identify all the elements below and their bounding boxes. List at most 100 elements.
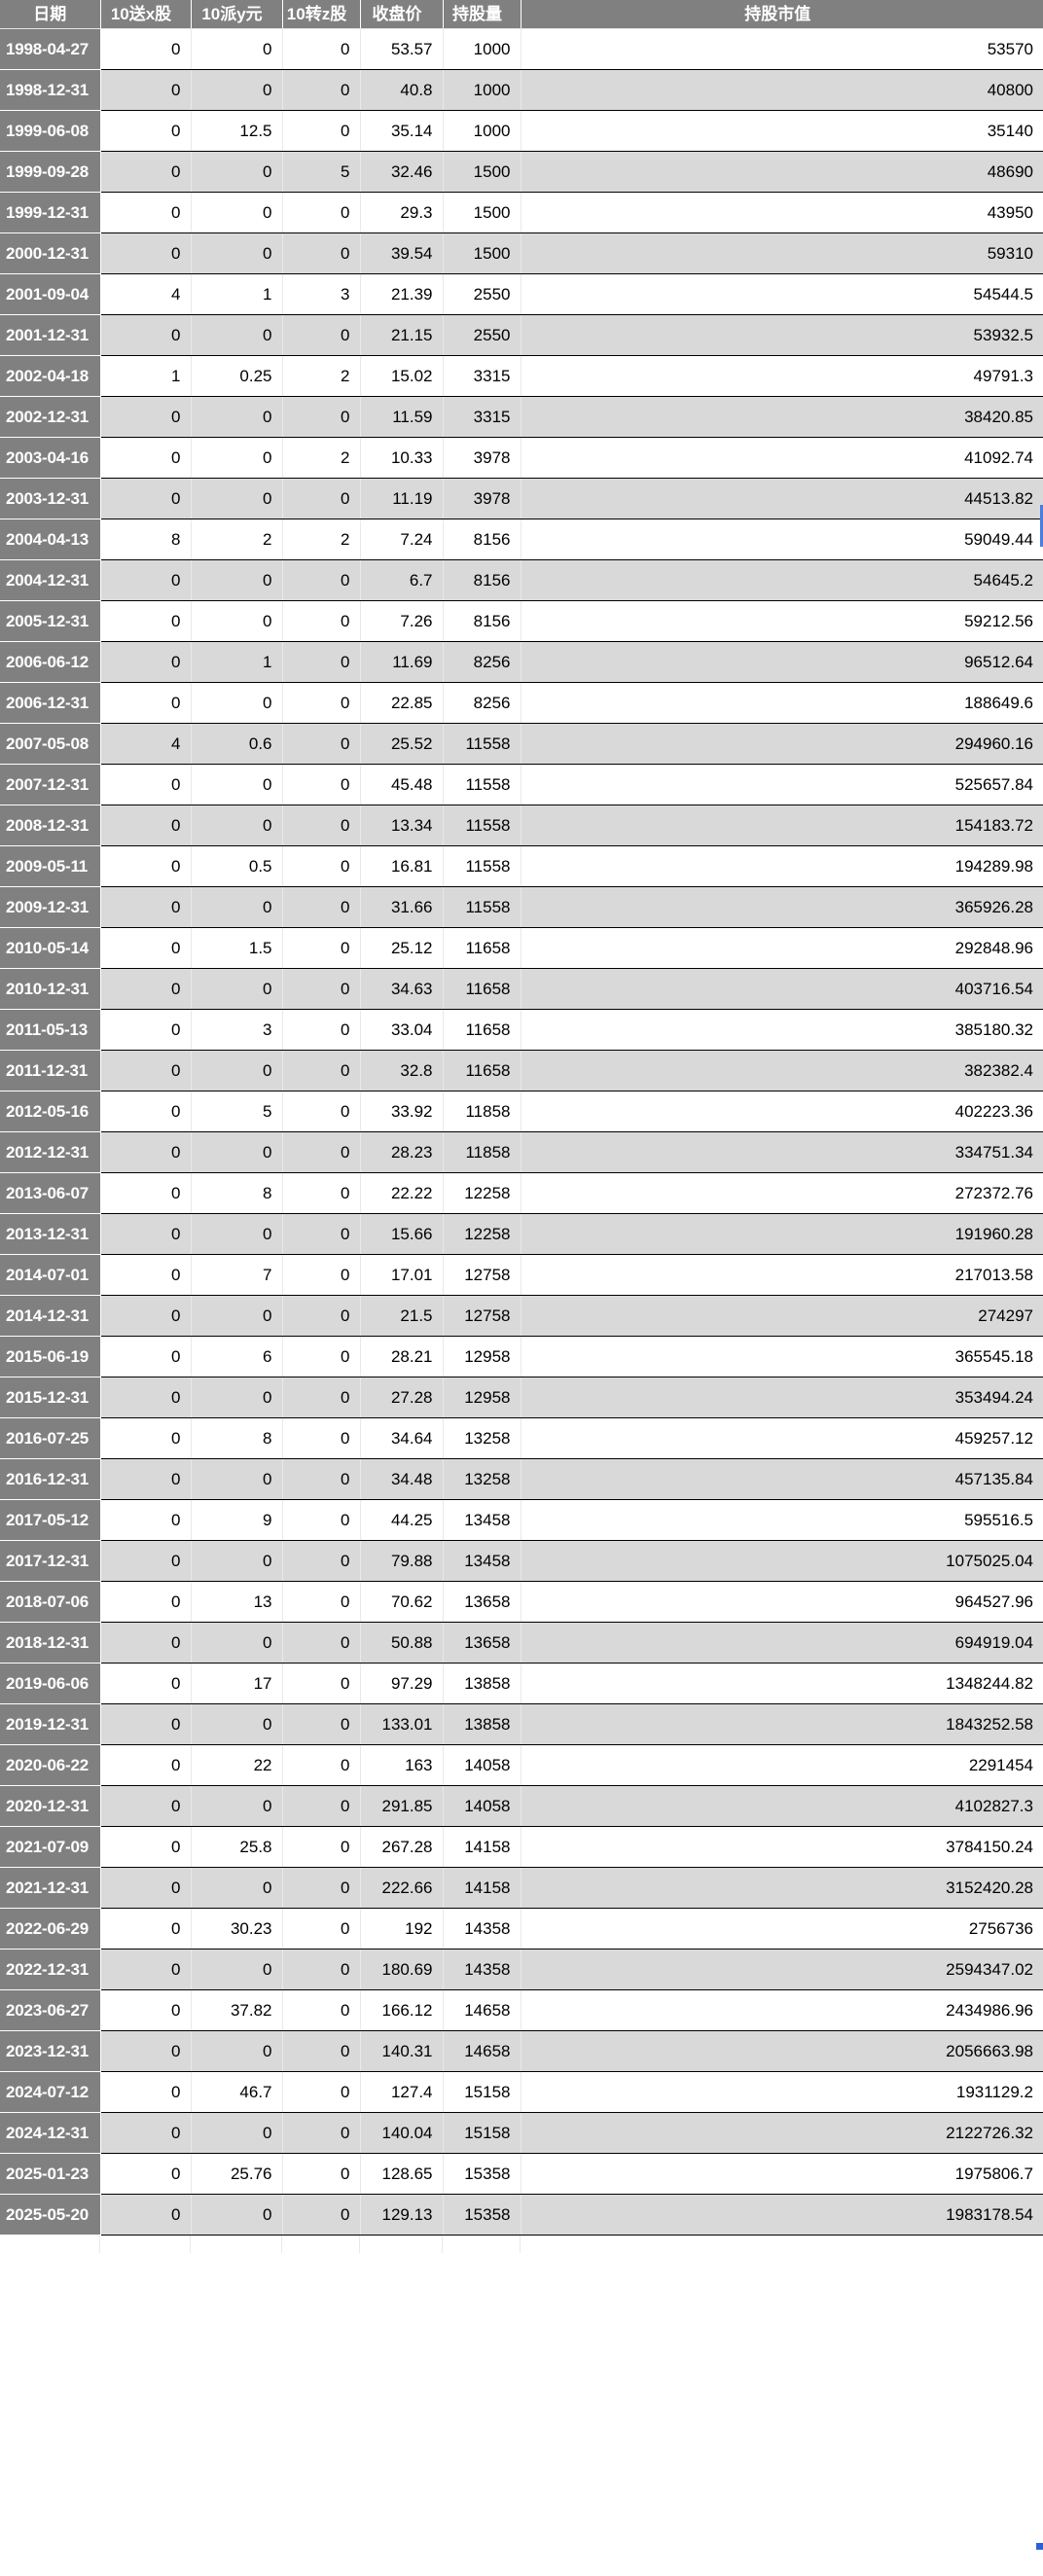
cell-date[interactable]: 2023-06-27 [0,1989,101,2031]
cell-bonus-shares[interactable]: 1 [100,355,192,397]
cell-close-price[interactable]: 29.3 [360,192,444,233]
cell-market-value[interactable]: 53932.5 [521,314,1043,356]
cell-market-value[interactable]: 191960.28 [521,1213,1043,1255]
cell-market-value[interactable]: 59212.56 [521,600,1043,642]
cell-shares-held[interactable]: 8156 [443,600,522,642]
cell-date[interactable]: 2010-05-14 [0,927,101,969]
cell-cash-dividend[interactable]: 0 [191,764,283,805]
cell-close-price[interactable]: 31.66 [360,886,444,928]
table-row[interactable]: 2003-12-31 0 0 0 11.19 3978 44513.82 [0,478,1043,519]
cell-cash-dividend[interactable]: 0.5 [191,845,283,887]
cell-cash-dividend[interactable]: 0 [191,559,283,601]
cell-date[interactable]: 2020-06-22 [0,1744,101,1786]
cell-shares-held[interactable]: 14058 [443,1744,522,1786]
cell-capitalization-shares[interactable]: 2 [282,519,361,560]
cell-cash-dividend[interactable]: 0 [191,233,283,274]
cell-market-value[interactable]: 2291454 [521,1744,1043,1786]
cell-market-value[interactable]: 292848.96 [521,927,1043,969]
cell-date[interactable]: 1998-04-27 [0,28,101,70]
cell-cash-dividend[interactable]: 25.76 [191,2153,283,2195]
cell-capitalization-shares[interactable]: 0 [282,1703,361,1745]
cell-shares-held[interactable]: 13258 [443,1417,522,1459]
cell-date[interactable]: 2004-12-31 [0,559,101,601]
cell-capitalization-shares[interactable]: 0 [282,1295,361,1337]
cell-bonus-shares[interactable]: 0 [100,151,192,193]
cell-bonus-shares[interactable]: 0 [100,927,192,969]
cell-date[interactable]: 2003-04-16 [0,437,101,479]
cell-market-value[interactable]: 154183.72 [521,805,1043,846]
cell-capitalization-shares[interactable]: 0 [282,845,361,887]
cell-market-value[interactable]: 403716.54 [521,968,1043,1010]
selection-fill-handle[interactable] [1036,2543,1043,2550]
cell-cash-dividend[interactable]: 0 [191,1131,283,1173]
table-row[interactable]: 2019-06-06 0 17 0 97.29 13858 1348244.82 [0,1663,1043,1704]
cell-cash-dividend[interactable]: 5 [191,1091,283,1132]
cell-shares-held[interactable]: 11558 [443,845,522,887]
cell-capitalization-shares[interactable]: 0 [282,1989,361,2031]
cell-capitalization-shares[interactable]: 0 [282,2071,361,2113]
cell-capitalization-shares[interactable]: 5 [282,151,361,193]
cell-shares-held[interactable]: 3315 [443,355,522,397]
table-row[interactable]: 2022-06-29 0 30.23 0 192 14358 2756736 [0,1908,1043,1950]
cell-close-price[interactable]: 70.62 [360,1581,444,1623]
cell-close-price[interactable]: 39.54 [360,233,444,274]
table-row[interactable]: 2022-12-31 0 0 0 180.69 14358 2594347.02 [0,1949,1043,1990]
cell-shares-held[interactable]: 13658 [443,1581,522,1623]
cell-shares-held[interactable]: 11658 [443,968,522,1010]
cell-date[interactable]: 1998-12-31 [0,69,101,111]
cell-date[interactable]: 2014-07-01 [0,1254,101,1296]
table-row[interactable]: 2016-07-25 0 8 0 34.64 13258 459257.12 [0,1417,1043,1459]
cell-close-price[interactable]: 7.24 [360,519,444,560]
cell-capitalization-shares[interactable]: 0 [282,2194,361,2236]
cell-capitalization-shares[interactable]: 0 [282,314,361,356]
cell-bonus-shares[interactable]: 0 [100,1295,192,1337]
cell-shares-held[interactable]: 1500 [443,192,522,233]
cell-cash-dividend[interactable]: 0 [191,1622,283,1664]
cell-cash-dividend[interactable]: 0 [191,437,283,479]
cell-date[interactable]: 2015-12-31 [0,1377,101,1418]
cell-cash-dividend[interactable]: 0 [191,2030,283,2072]
cell-date[interactable]: 2006-12-31 [0,682,101,724]
table-row[interactable]: 1999-09-28 0 0 5 32.46 1500 48690 [0,151,1043,193]
cell-market-value[interactable]: 595516.5 [521,1499,1043,1541]
column-header-bonus-shares[interactable]: 10送x股 [100,0,192,29]
cell-cash-dividend[interactable]: 3 [191,1009,283,1051]
cell-close-price[interactable]: 32.46 [360,151,444,193]
cell-bonus-shares[interactable]: 0 [100,1254,192,1296]
cell-capitalization-shares[interactable]: 0 [282,1867,361,1909]
column-header-market-value[interactable]: 持股市值 [521,0,1043,29]
table-row[interactable]: 2006-12-31 0 0 0 22.85 8256 188649.6 [0,682,1043,724]
cell-capitalization-shares[interactable]: 0 [282,600,361,642]
column-header-capitalization-shares[interactable]: 10转z股 [282,0,361,29]
cell-shares-held[interactable]: 13458 [443,1499,522,1541]
cell-shares-held[interactable]: 3978 [443,478,522,519]
cell-date[interactable]: 2025-01-23 [0,2153,101,2195]
cell-close-price[interactable]: 53.57 [360,28,444,70]
cell-bonus-shares[interactable]: 8 [100,519,192,560]
cell-close-price[interactable]: 15.02 [360,355,444,397]
cell-bonus-shares[interactable]: 0 [100,1336,192,1377]
table-row[interactable]: 2023-12-31 0 0 0 140.31 14658 2056663.98 [0,2030,1043,2072]
cell-capitalization-shares[interactable]: 0 [282,764,361,805]
cell-market-value[interactable]: 3784150.24 [521,1826,1043,1868]
cell-shares-held[interactable]: 8156 [443,559,522,601]
cell-bonus-shares[interactable]: 0 [100,233,192,274]
table-row[interactable]: 2013-06-07 0 8 0 22.22 12258 272372.76 [0,1172,1043,1214]
cell-capitalization-shares[interactable]: 3 [282,273,361,315]
cell-close-price[interactable]: 22.85 [360,682,444,724]
cell-capitalization-shares[interactable]: 0 [282,1131,361,1173]
cell-capitalization-shares[interactable]: 0 [282,192,361,233]
cell-market-value[interactable]: 2756736 [521,1908,1043,1950]
cell-date[interactable]: 2024-07-12 [0,2071,101,2113]
cell-close-price[interactable]: 17.01 [360,1254,444,1296]
cell-capitalization-shares[interactable]: 2 [282,355,361,397]
cell-shares-held[interactable]: 14658 [443,1989,522,2031]
cell-cash-dividend[interactable]: 0 [191,314,283,356]
cell-bonus-shares[interactable]: 0 [100,845,192,887]
cell-bonus-shares[interactable]: 0 [100,69,192,111]
cell-close-price[interactable]: 6.7 [360,559,444,601]
cell-close-price[interactable]: 140.04 [360,2112,444,2154]
cell-capitalization-shares[interactable]: 0 [282,1009,361,1051]
table-row[interactable]: 2024-07-12 0 46.7 0 127.4 15158 1931129.2 [0,2071,1043,2113]
cell-capitalization-shares[interactable]: 0 [282,2030,361,2072]
